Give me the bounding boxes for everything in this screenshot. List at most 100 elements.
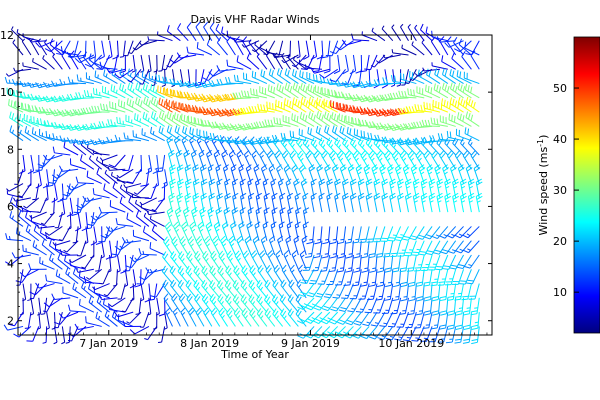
- wind-barb: [37, 154, 55, 168]
- wind-barb: [428, 254, 441, 271]
- wind-barb: [184, 178, 192, 198]
- wind-barb: [49, 253, 63, 270]
- wind-barb: [3, 324, 24, 331]
- wind-barb: [196, 128, 213, 142]
- wind-barb: [454, 283, 465, 301]
- wind-barb: [143, 96, 158, 113]
- wind-barb: [287, 207, 294, 227]
- wind-barb: [266, 101, 283, 113]
- wind-barb: [32, 154, 40, 174]
- wind-barb: [37, 297, 42, 316]
- wind-barb: [391, 150, 402, 170]
- x-axis: 7 Jan 2019 8 Jan 2019 9 Jan 2019 10 Jan 201…: [20, 35, 488, 350]
- wind-barb: [446, 130, 464, 142]
- wind-barb: [52, 133, 71, 142]
- wind-barb: [301, 235, 308, 256]
- wind-barb: [404, 178, 412, 198]
- wind-barb: [289, 150, 299, 170]
- wind-barb: [300, 54, 315, 70]
- wind-barb: [232, 279, 244, 299]
- wind-barb: [411, 240, 425, 256]
- wind-barb: [209, 265, 221, 284]
- wind-barb: [280, 132, 299, 142]
- wind-barb: [426, 68, 441, 84]
- wind-barb: [99, 154, 118, 162]
- wind-barb: [347, 164, 355, 184]
- wind-barb: [233, 307, 244, 327]
- wind-barb: [77, 240, 87, 257]
- wind-barb: [251, 70, 268, 85]
- wind-barb: [164, 221, 173, 241]
- wind-barb: [357, 137, 370, 156]
- wind-barb: [449, 97, 464, 113]
- wind-barb: [93, 286, 110, 299]
- wind-barb: [451, 269, 465, 285]
- wind-barb: [288, 279, 299, 299]
- wind-barb: [32, 58, 47, 70]
- wind-barb: [78, 298, 95, 313]
- wind-barb: [101, 85, 118, 99]
- wind-barb: [247, 192, 255, 213]
- wind-barb: [104, 310, 118, 327]
- wind-barb: [389, 92, 409, 100]
- wind-barb: [129, 269, 137, 289]
- wind-barb: [407, 24, 417, 41]
- wind-barb: [349, 178, 357, 198]
- wind-barb: [129, 254, 150, 263]
- wind-barb: [276, 83, 291, 99]
- colorbar-tick-label: 50: [553, 82, 567, 95]
- wind-barb: [339, 125, 354, 142]
- wind-barb: [174, 125, 189, 142]
- wind-barb: [95, 254, 103, 272]
- wind-barb: [139, 197, 157, 206]
- wind-barb: [439, 150, 449, 170]
- wind-barb: [177, 265, 189, 284]
- wind-barb: [150, 83, 165, 99]
- wind-barb: [256, 53, 268, 70]
- wind-barb: [260, 164, 268, 184]
- wind-barb: [323, 283, 339, 299]
- wind-barb: [100, 103, 118, 113]
- wind-barb: [349, 137, 362, 156]
- wind-barb: [253, 164, 260, 184]
- wind-barb: [446, 150, 457, 170]
- wind-barb: [105, 240, 113, 260]
- wind-barb: [256, 279, 268, 299]
- wind-barb: [209, 279, 221, 299]
- wind-barb: [323, 111, 338, 127]
- wind-barb: [96, 167, 110, 184]
- wind-barb: [365, 178, 373, 198]
- chart-title: Davis VHF Radar Winds: [191, 13, 320, 26]
- x-tick-label: 8 Jan 2019: [180, 337, 239, 350]
- wind-barb: [399, 150, 409, 170]
- wind-barb: [38, 128, 55, 142]
- wind-barb: [302, 207, 310, 227]
- wind-barb: [190, 149, 197, 170]
- wind-barb: [198, 149, 205, 170]
- wind-barb: [153, 54, 158, 73]
- wind-barb: [292, 69, 307, 85]
- wind-barb: [151, 224, 165, 242]
- wind-barb: [430, 312, 441, 330]
- wind-barb: [238, 164, 245, 184]
- wind-barb: [128, 195, 142, 213]
- wind-barb: [236, 235, 244, 256]
- wind-barb: [205, 221, 213, 241]
- wind-barb: [134, 199, 150, 213]
- wind-barb: [470, 50, 480, 70]
- wind-barb: [405, 106, 425, 113]
- wind-barb: [436, 192, 444, 213]
- wind-barb: [149, 242, 165, 256]
- wind-barb: [276, 68, 291, 84]
- wind-barb: [407, 150, 417, 170]
- wind-barb: [329, 226, 339, 245]
- wind-barb: [225, 294, 236, 313]
- colorbar-label-sup: -1: [536, 139, 545, 147]
- wind-barb: [355, 297, 370, 313]
- wind-barb: [373, 226, 386, 243]
- wind-barb: [196, 41, 213, 56]
- wind-barb: [463, 71, 480, 85]
- colorbar-ticks: 10 20 30 40 50: [553, 82, 579, 299]
- wind-barb: [105, 67, 126, 74]
- wind-barb: [49, 38, 63, 56]
